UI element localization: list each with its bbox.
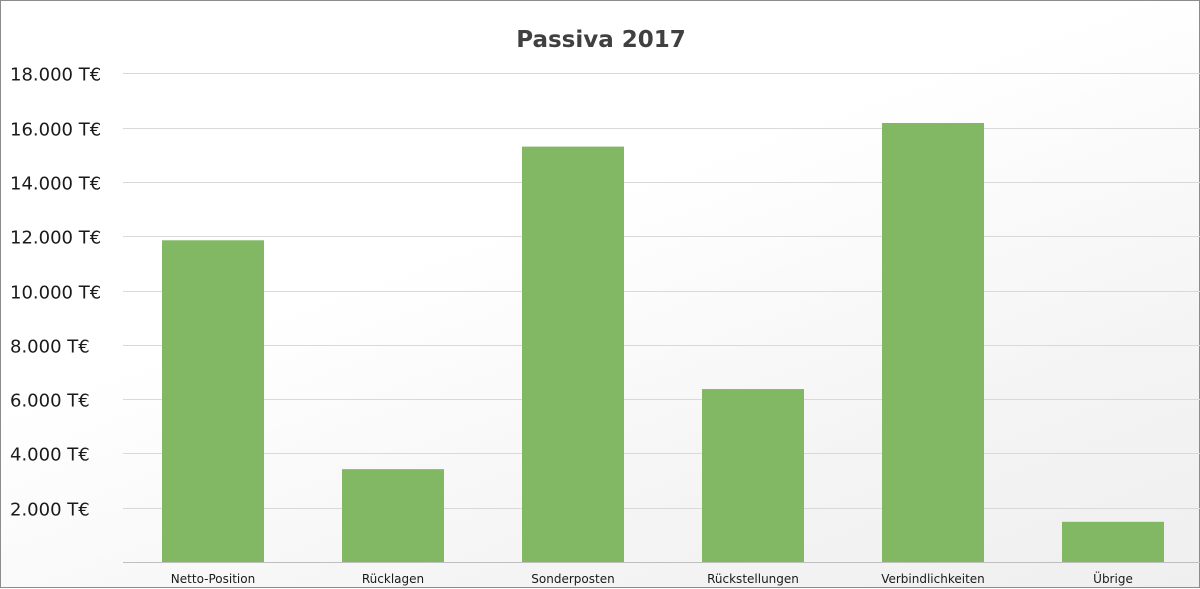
bar	[1062, 521, 1164, 562]
y-tick-label: 18.000 T€	[10, 65, 101, 86]
bar	[342, 469, 444, 562]
y-tick-label: 2.000 T€	[10, 500, 90, 521]
x-tick-label: Übrige	[1093, 570, 1133, 586]
x-tick-label: Verbindlichkeiten	[881, 572, 985, 586]
x-tick-label: Rücklagen	[362, 572, 424, 586]
bars	[162, 122, 1164, 563]
bar	[882, 122, 984, 562]
y-tick-label: 10.000 T€	[10, 283, 101, 304]
x-tick-label: Rückstellungen	[707, 572, 799, 586]
axes: 2.000 T€ 4.000 T€ 6.000 T€ 8.000 T€ 10.000 T…	[10, 65, 1200, 586]
x-tick-label: Netto-Position	[171, 572, 255, 586]
gridlines	[123, 73, 1200, 509]
y-tick-label: 8.000 T€	[10, 337, 90, 358]
bar	[162, 240, 264, 562]
bar	[702, 389, 804, 562]
y-tick-label: 4.000 T€	[10, 445, 90, 466]
bar	[522, 146, 624, 563]
y-tick-label: 12.000 T€	[10, 228, 101, 249]
y-tick-label: 16.000 T€	[10, 120, 101, 141]
y-tick-label: 14.000 T€	[10, 174, 101, 195]
x-tick-label: Sonderposten	[531, 572, 614, 586]
y-tick-label: 6.000 T€	[10, 391, 90, 412]
chart-title: Passiva 2017	[516, 27, 686, 53]
